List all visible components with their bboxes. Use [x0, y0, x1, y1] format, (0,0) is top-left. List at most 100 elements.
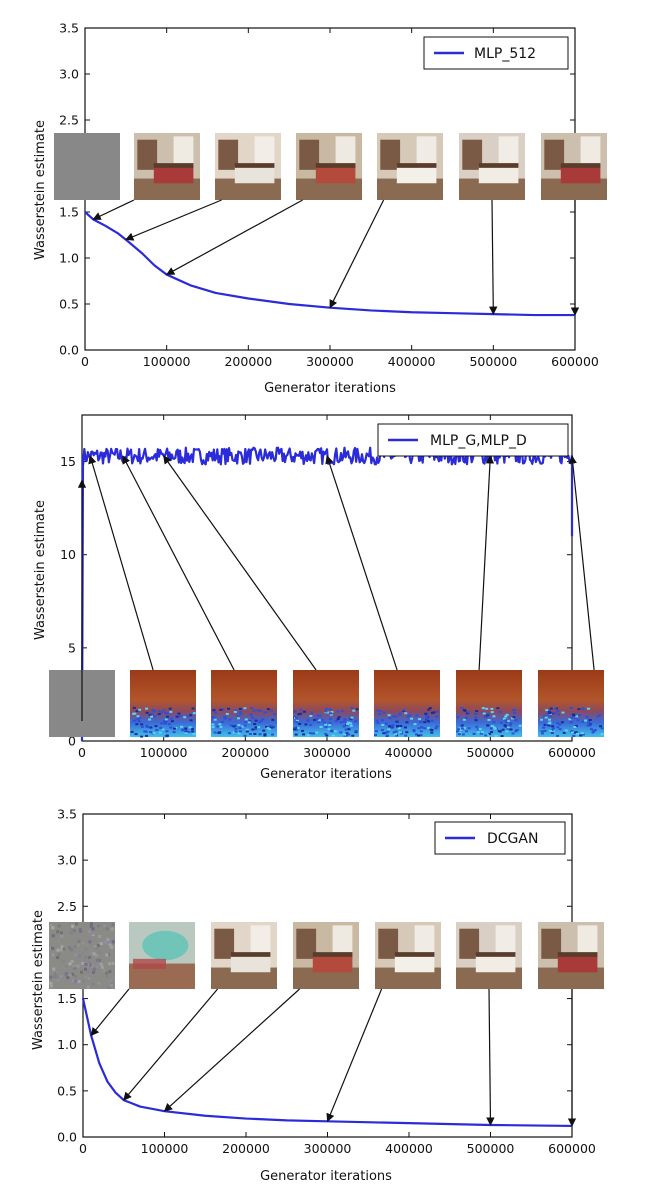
- noise-speck: [328, 708, 332, 711]
- noise-speck: [397, 727, 401, 730]
- noise-speck: [219, 725, 223, 728]
- noise-speck: [263, 733, 267, 736]
- noise-speck: [49, 975, 53, 979]
- noise-speck: [135, 710, 139, 713]
- noise-speck: [582, 708, 586, 711]
- noise-speck: [391, 724, 395, 727]
- noise-speck: [599, 725, 603, 728]
- noise-speck: [504, 721, 508, 724]
- noise-speck: [95, 965, 99, 969]
- thumbnail-floor: [456, 967, 522, 989]
- noise-speck: [261, 718, 265, 721]
- noise-speck: [154, 725, 158, 728]
- noise-speck: [415, 714, 419, 717]
- noise-speck: [184, 729, 188, 732]
- noise-speck: [302, 710, 306, 713]
- sample-thumbnail: [377, 133, 443, 200]
- noise-speck: [106, 938, 110, 942]
- noise-speck: [245, 730, 249, 733]
- thumbnail-furniture: [544, 139, 565, 170]
- noise-speck: [262, 729, 266, 732]
- sample-thumbnail: [54, 133, 120, 200]
- noise-speck: [556, 709, 560, 712]
- noise-speck: [100, 965, 104, 969]
- noise-speck: [219, 708, 223, 711]
- noise-speck: [515, 729, 519, 732]
- noise-speck: [460, 727, 464, 730]
- sample-arrow: [489, 199, 498, 315]
- noise-speck: [266, 727, 270, 730]
- noise-speck: [147, 726, 151, 729]
- noise-speck: [394, 730, 398, 733]
- noise-speck: [132, 706, 136, 709]
- noise-speck: [346, 721, 350, 724]
- noise-speck: [237, 732, 241, 735]
- noise-speck: [181, 728, 185, 731]
- noise-speck: [49, 984, 53, 988]
- noise-speck: [505, 713, 509, 716]
- noise-speck: [476, 731, 480, 734]
- thumbnail-headboard: [394, 952, 435, 957]
- noise-speck: [136, 718, 140, 721]
- noise-speck: [211, 726, 215, 729]
- noise-speck: [92, 970, 96, 974]
- noise-speck: [315, 731, 319, 734]
- noise-speck: [550, 712, 554, 715]
- noise-speck: [509, 728, 513, 731]
- thumbnail-floor: [211, 967, 277, 989]
- noise-speck: [257, 726, 261, 729]
- noise-speck: [418, 718, 422, 721]
- thumbnail-bed: [475, 955, 516, 973]
- noise-speck: [551, 727, 555, 730]
- noise-speck: [172, 731, 176, 734]
- noise-speck: [387, 728, 391, 731]
- noise-speck: [456, 716, 460, 719]
- noise-speck: [512, 716, 516, 719]
- series-line: [84, 211, 575, 317]
- noise-speck: [93, 945, 97, 949]
- noise-speck: [98, 934, 102, 938]
- noise-speck: [254, 719, 258, 722]
- plot-area: 0 100000 200000 300000 400000 500000 600000 0 5 1…: [49, 414, 604, 760]
- noise-speck: [561, 711, 565, 714]
- noise-speck: [244, 718, 248, 721]
- noise-speck: [600, 733, 604, 736]
- blur-patch: [142, 930, 189, 961]
- noise-speck: [541, 732, 545, 735]
- noise-speck: [148, 718, 152, 721]
- noise-speck: [145, 734, 149, 737]
- noise-speck: [110, 945, 114, 949]
- legend-label: DCGAN: [487, 831, 538, 847]
- noise-speck: [572, 731, 576, 734]
- noise-speck: [490, 725, 494, 728]
- noise-speck: [134, 733, 138, 736]
- noise-speck: [232, 731, 236, 734]
- noise-speck: [148, 713, 152, 716]
- noise-speck: [54, 972, 58, 976]
- noise-speck: [78, 954, 82, 958]
- noise-speck: [573, 726, 577, 729]
- thumbnail-window: [495, 925, 516, 953]
- noise-speck: [343, 734, 347, 737]
- noise-speck: [189, 714, 193, 717]
- noise-speck: [384, 722, 388, 725]
- noise-speck: [412, 729, 416, 732]
- noise-speck: [511, 732, 515, 735]
- noise-speck: [213, 731, 217, 734]
- thumbnail-floor: [134, 178, 200, 200]
- legend: MLP_G,MLP_D: [377, 423, 569, 457]
- noise-speck: [247, 721, 251, 724]
- noise-speck: [238, 727, 242, 730]
- noise-speck: [592, 729, 596, 732]
- noise-speck: [385, 734, 389, 737]
- x-tick-label: 600000: [548, 745, 596, 760]
- noise-speck: [220, 720, 224, 723]
- noise-speck: [294, 716, 298, 719]
- thumbnail-noise: [456, 670, 522, 737]
- noise-speck: [465, 712, 469, 715]
- noise-speck: [250, 707, 254, 710]
- noise-speck: [419, 730, 423, 733]
- noise-speck: [108, 943, 112, 947]
- noise-speck: [414, 733, 418, 736]
- sample-thumbnail: [211, 922, 277, 989]
